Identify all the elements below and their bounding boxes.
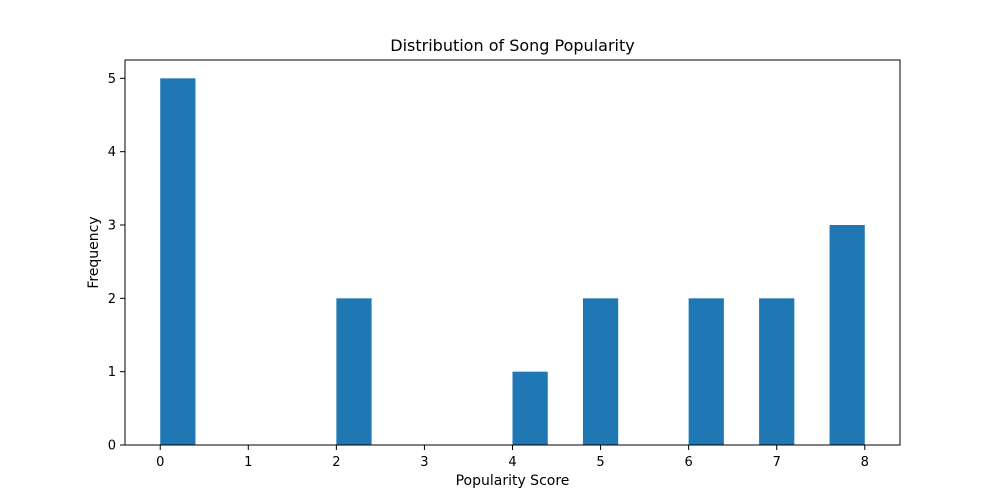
x-tick-label: 6 — [684, 455, 692, 470]
chart-title: Distribution of Song Popularity — [390, 36, 634, 55]
x-tick-label: 8 — [861, 455, 869, 470]
y-axis-ticks: 0 1 2 3 4 5 — [108, 72, 125, 454]
y-tick-label: 5 — [108, 72, 116, 87]
x-tick-label: 4 — [508, 455, 516, 470]
histogram-bar — [336, 298, 372, 445]
histogram-bar — [160, 78, 196, 445]
histogram-bar — [688, 298, 724, 445]
y-tick-label: 3 — [108, 219, 116, 234]
x-tick-label: 1 — [244, 455, 252, 470]
x-tick-label: 0 — [156, 455, 164, 470]
histogram-bar — [759, 298, 795, 445]
x-axis-ticks: 0 1 2 3 4 5 6 7 8 — [156, 445, 869, 470]
y-axis-label: Frequency — [86, 216, 102, 288]
y-tick-label: 0 — [108, 439, 116, 454]
bars-group — [160, 78, 865, 445]
x-tick-label: 7 — [773, 455, 781, 470]
x-tick-label: 5 — [596, 455, 604, 470]
y-tick-label: 1 — [108, 365, 116, 380]
x-tick-label: 2 — [332, 455, 340, 470]
histogram-bar — [582, 298, 619, 445]
x-axis-label: Popularity Score — [456, 473, 570, 489]
histogram-bar — [512, 371, 548, 445]
histogram-bar — [829, 225, 865, 445]
plot-area-frame — [124, 59, 901, 446]
y-tick-label: 4 — [108, 145, 116, 160]
x-tick-label: 3 — [420, 455, 428, 470]
y-tick-label: 2 — [108, 292, 116, 307]
